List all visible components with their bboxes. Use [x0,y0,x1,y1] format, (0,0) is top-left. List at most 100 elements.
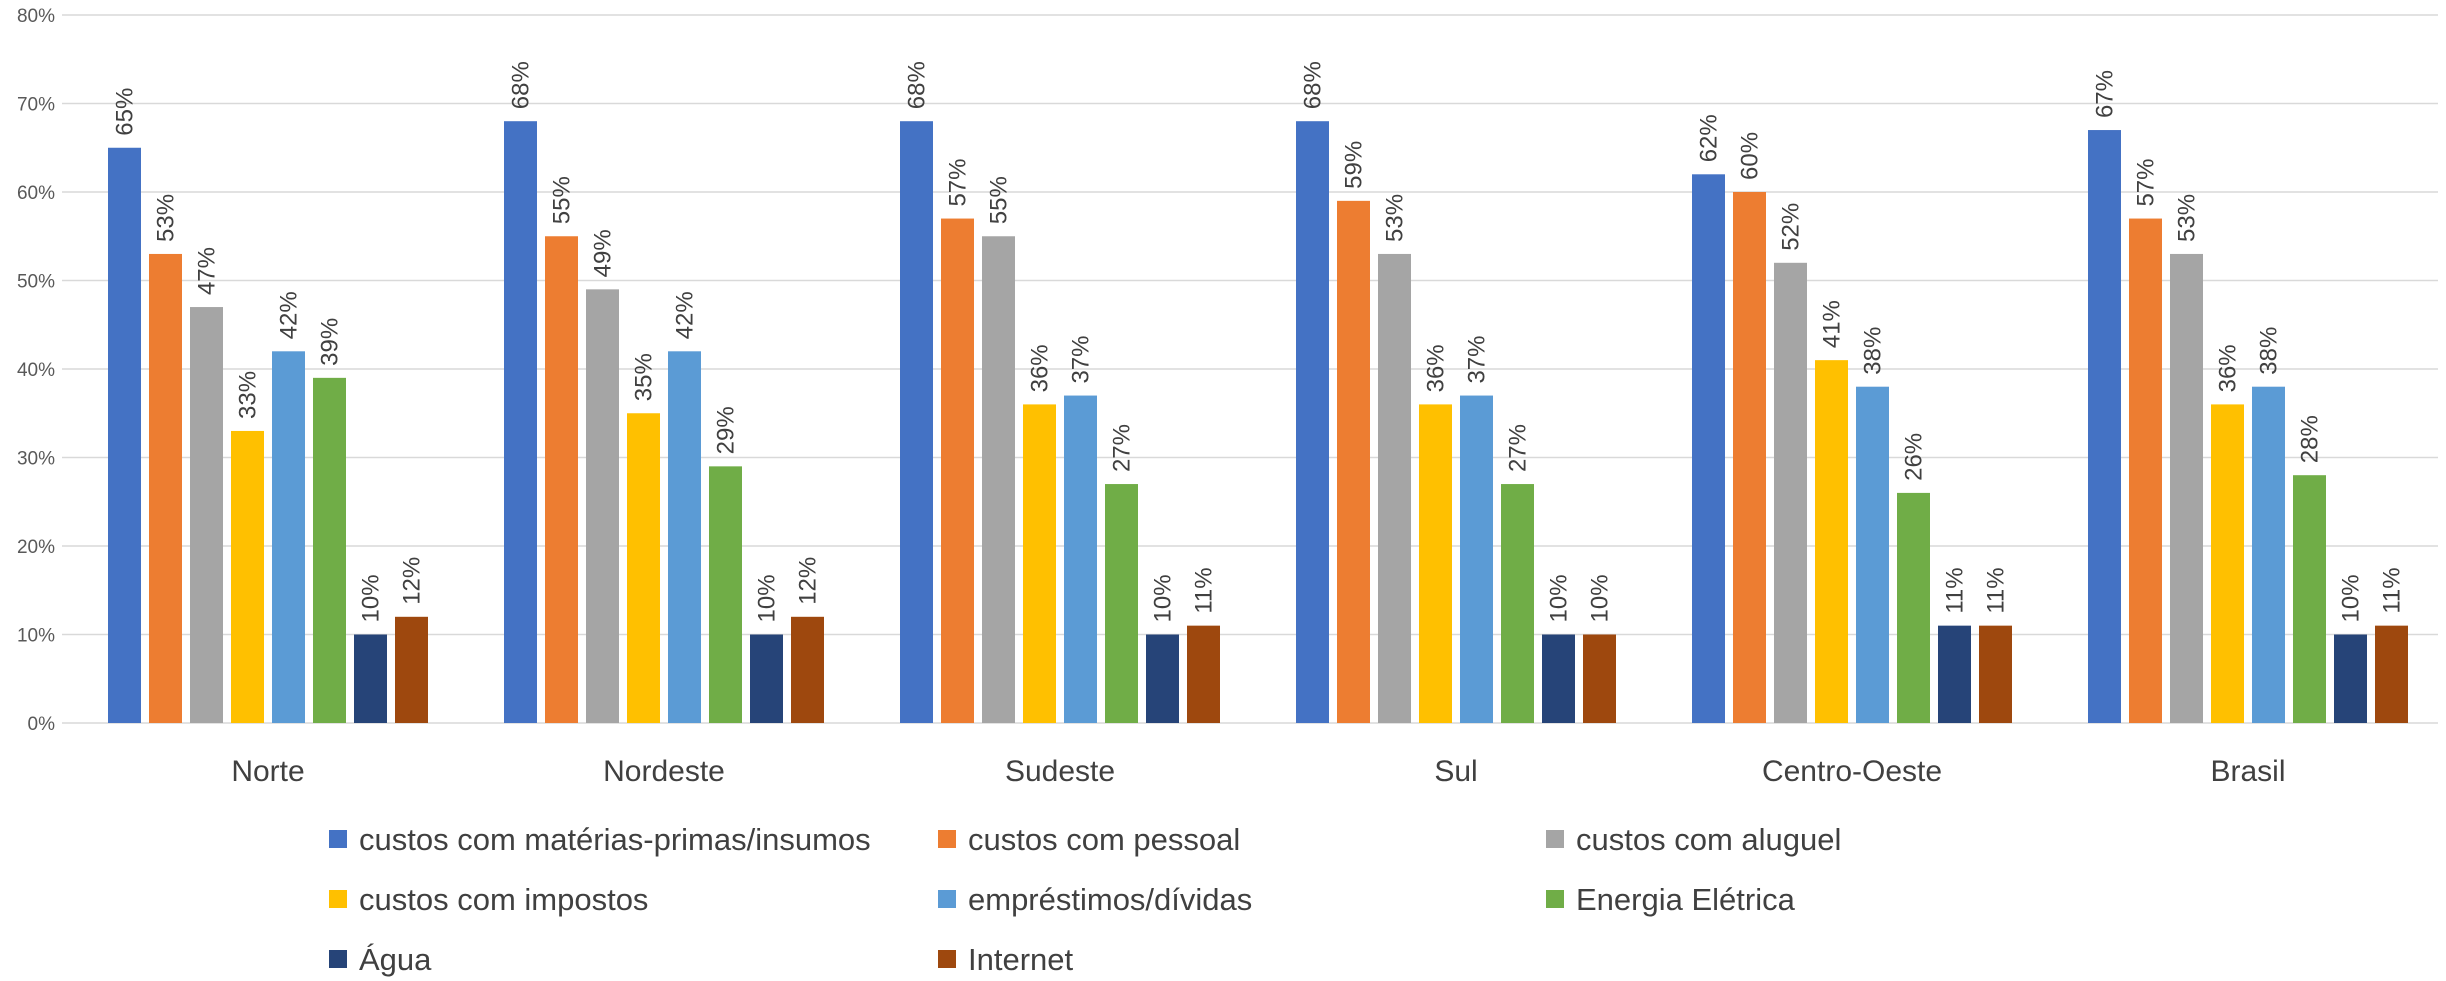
x-category-label: Norte [231,755,304,788]
bar [1815,360,1848,723]
bar [1296,121,1329,723]
y-tick-label: 70% [17,95,55,116]
data-label: 11% [1983,567,2010,613]
bar [1774,262,1807,723]
data-label: 37% [1464,336,1491,384]
data-label: 26% [1901,433,1928,481]
bar [2088,130,2121,724]
legend-label: Internet [968,942,1074,977]
bar [1938,625,1971,723]
data-label: 38% [1860,327,1887,375]
legend-swatch [938,830,956,848]
bar [941,218,974,724]
data-label: 53% [153,194,180,242]
y-tick-label: 30% [17,449,55,470]
data-label: 42% [276,291,303,339]
bar [791,616,824,723]
gridlines [62,14,2438,724]
bar [1733,192,1766,723]
data-label: 10% [1587,574,1614,622]
bar [900,121,933,723]
bar [668,351,701,723]
data-label: 52% [1778,203,1805,251]
legend-label: custos com pessoal [968,822,1240,857]
data-label: 36% [2215,344,2242,392]
bar [149,253,182,723]
bar [1979,625,2012,723]
legend: custos com matérias-primas/insumos custos… [329,822,1841,977]
data-label: 38% [2256,327,2283,375]
data-label: 67% [2092,70,2119,118]
y-tick-label: 80% [17,6,55,27]
data-label: 10% [1546,574,1573,622]
bar [2170,253,2203,723]
bar [1419,404,1452,723]
legend-swatch [329,890,347,908]
legend-swatch [329,950,347,968]
data-label: 57% [2133,159,2160,207]
bar [2334,634,2367,723]
x-axis: Norte Nordeste Sudeste Sul Centro-Oeste Brasi… [231,755,2285,788]
data-label: 28% [2297,415,2324,463]
data-label: 55% [549,176,576,224]
data-label: 62% [1696,114,1723,162]
y-tick-label: 40% [17,360,55,381]
bars [108,121,2408,724]
bar [272,351,305,723]
bar [1146,634,1179,723]
data-label: 27% [1505,424,1532,472]
bar [982,236,1015,723]
y-tick-label: 10% [17,626,55,647]
bar [395,616,428,723]
bar [108,147,141,723]
data-label: 59% [1341,141,1368,189]
bar [2252,386,2285,723]
bar [1583,634,1616,723]
bar [1856,386,1889,723]
bar [1460,395,1493,723]
legend-label: Água [359,942,432,977]
data-label: 57% [945,159,972,207]
data-label: 36% [1027,344,1054,392]
legend-swatch [938,950,956,968]
data-label: 49% [590,229,617,277]
bar [1501,484,1534,723]
bar [1378,253,1411,723]
data-label: 10% [358,574,385,622]
data-label: 29% [713,406,740,454]
data-label: 10% [754,574,781,622]
bar [2129,218,2162,724]
data-label: 10% [1150,574,1177,622]
bar [545,236,578,723]
legend-swatch [1546,890,1564,908]
data-label: 27% [1109,424,1136,472]
bar [1064,395,1097,723]
bar [1692,174,1725,724]
legend-swatch [329,830,347,848]
bar [354,634,387,723]
data-label: 11% [1942,567,1969,613]
data-label: 12% [795,557,822,605]
data-label: 53% [1382,194,1409,242]
data-label: 68% [1300,61,1327,109]
data-label: 53% [2174,194,2201,242]
bar [627,413,660,723]
bar [231,430,264,723]
data-label: 35% [631,353,658,401]
data-label: 33% [235,371,262,419]
data-label: 60% [1737,132,1764,180]
bar [1187,625,1220,723]
bar [2293,475,2326,723]
x-category-label: Brasil [2210,755,2285,788]
bar [586,289,619,723]
data-label: 41% [1819,300,1846,348]
y-tick-label: 60% [17,183,55,204]
data-label: 55% [986,176,1013,224]
bar [313,377,346,723]
data-label: 68% [508,61,535,109]
y-axis: 0% 10% 20% 30% 40% 50% 60% 70% 80% [17,6,55,735]
data-label: 42% [672,291,699,339]
data-label: 39% [317,318,344,366]
bar [1897,492,1930,723]
